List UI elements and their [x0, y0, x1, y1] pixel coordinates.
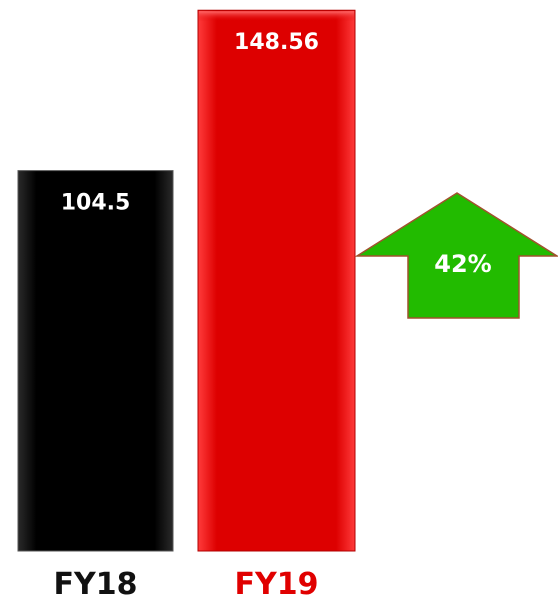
growth-arrow-up-icon: [354, 192, 558, 319]
value-label-fy18: 104.5: [61, 191, 131, 216]
bar-fy19: [197, 9, 356, 552]
category-label-fy19: FY19: [235, 567, 319, 602]
value-label-fy19: 148.56: [234, 30, 319, 55]
bar-fy18: [17, 170, 174, 552]
bar-bevel: [199, 11, 354, 22]
category-label-fy18: FY18: [54, 567, 138, 602]
growth-percent-label: 42%: [434, 250, 491, 278]
